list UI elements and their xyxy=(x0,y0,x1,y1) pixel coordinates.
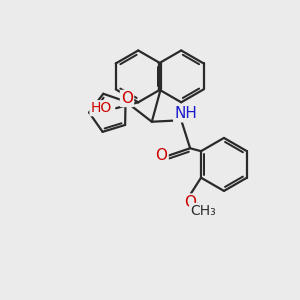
Text: CH₃: CH₃ xyxy=(190,204,216,218)
Text: O: O xyxy=(184,195,196,210)
Text: O: O xyxy=(121,91,133,106)
Text: O: O xyxy=(155,148,167,163)
Text: NH: NH xyxy=(174,106,197,121)
Text: HO: HO xyxy=(91,101,112,115)
